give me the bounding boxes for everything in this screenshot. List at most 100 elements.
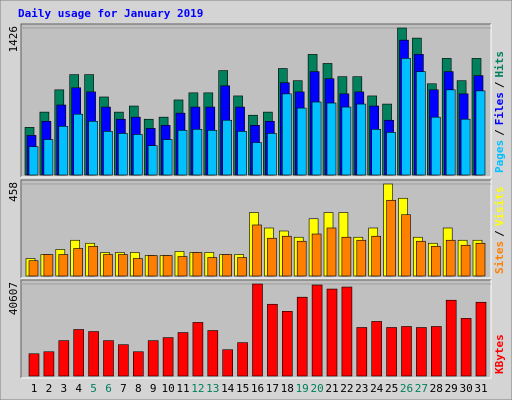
plot-border <box>21 24 492 178</box>
legend-separator: / <box>493 230 506 237</box>
bar <box>430 326 442 377</box>
bar <box>326 102 337 176</box>
bar <box>401 58 411 176</box>
bar <box>267 303 278 377</box>
bar <box>311 233 322 277</box>
bar <box>147 340 159 377</box>
bar <box>222 254 232 277</box>
bar <box>475 242 486 277</box>
x-tick-label: 12 <box>191 382 204 395</box>
bar <box>326 227 337 277</box>
bar <box>311 284 323 377</box>
x-tick-label: 10 <box>161 382 174 395</box>
bar <box>445 89 456 176</box>
bar <box>118 254 128 277</box>
bar <box>371 321 383 377</box>
bar <box>356 327 368 377</box>
x-tick-label: 29 <box>445 382 458 395</box>
bar <box>192 129 203 176</box>
bar <box>296 107 307 176</box>
x-tick-label: 14 <box>221 382 235 395</box>
plot-border <box>21 180 492 279</box>
x-tick-label: 1 <box>31 382 38 395</box>
bar <box>296 240 307 277</box>
x-tick-label: 25 <box>385 382 398 395</box>
x-tick-label: 22 <box>340 382 353 395</box>
x-tick-label: 28 <box>430 382 443 395</box>
bar <box>147 255 158 277</box>
x-tick-label: 17 <box>266 382 279 395</box>
x-tick-label: 5 <box>90 382 97 395</box>
x-tick-label: 27 <box>415 382 428 395</box>
bar <box>177 130 188 176</box>
bar <box>237 342 248 377</box>
x-tick-label: 18 <box>281 382 294 395</box>
bar <box>252 224 262 277</box>
x-tick-label: 21 <box>325 382 338 395</box>
bar <box>207 330 219 377</box>
bar <box>162 337 174 377</box>
bar <box>356 239 367 277</box>
bar <box>43 139 54 176</box>
bar <box>177 256 188 277</box>
bar <box>133 351 144 377</box>
bar <box>416 327 427 377</box>
legend: Pages / Files / Hits <box>493 51 506 173</box>
bar <box>28 146 39 176</box>
x-tick-label: 24 <box>370 382 384 395</box>
bar <box>28 353 40 377</box>
bar <box>267 237 277 277</box>
bar <box>475 90 486 176</box>
bar <box>207 257 218 277</box>
bar <box>147 145 158 176</box>
bar <box>118 344 129 377</box>
bar <box>162 255 173 277</box>
bar <box>371 235 382 277</box>
legend-separator: / <box>493 129 506 136</box>
bar <box>475 301 487 377</box>
bar <box>58 340 70 377</box>
x-tick-label: 6 <box>105 382 112 395</box>
bar <box>445 299 457 377</box>
bar <box>341 236 352 277</box>
bar <box>162 139 173 176</box>
y-tick-label: 458 <box>7 182 20 202</box>
bar <box>58 254 69 277</box>
bar <box>296 296 308 377</box>
bar <box>43 351 55 377</box>
bar <box>103 254 113 277</box>
y-tick-label: 40607 <box>7 282 20 315</box>
legend-entry: KBytes <box>493 334 506 374</box>
bar <box>386 327 397 377</box>
legend-entry: Files <box>493 92 506 125</box>
bar <box>386 199 396 277</box>
bar <box>88 120 98 176</box>
x-tick-label: 30 <box>459 382 472 395</box>
bar <box>103 340 114 377</box>
bar <box>460 118 471 176</box>
bar <box>311 101 322 176</box>
bar <box>237 257 247 277</box>
bar <box>252 283 263 377</box>
x-tick-label: 26 <box>400 382 413 395</box>
legend: KBytes <box>493 334 506 374</box>
bar <box>416 71 426 176</box>
x-tick-label: 16 <box>251 382 264 395</box>
bar <box>356 103 367 176</box>
bar <box>88 245 98 277</box>
chart-title: Daily usage for January 2019 <box>18 7 203 20</box>
bar <box>252 142 262 176</box>
x-tick-label: 31 <box>474 382 487 395</box>
x-tick-label: 9 <box>150 382 157 395</box>
bar <box>460 244 471 277</box>
legend-entry: Pages <box>493 140 506 173</box>
legend: Sites / Visits <box>493 187 506 275</box>
bar <box>416 240 426 277</box>
x-tick-label: 13 <box>206 382 219 395</box>
plot-border <box>20 179 491 278</box>
bar <box>177 332 189 377</box>
bar <box>430 245 441 277</box>
bar <box>281 93 292 176</box>
x-tick-label: 23 <box>355 382 368 395</box>
bar <box>73 248 83 277</box>
